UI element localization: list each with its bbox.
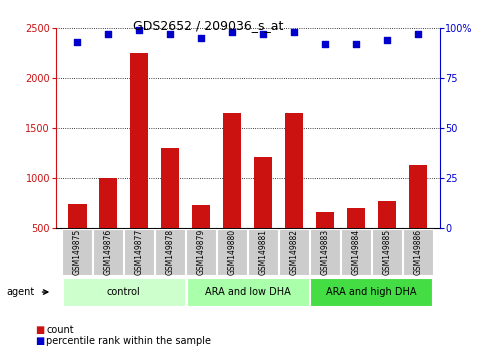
Text: percentile rank within the sample: percentile rank within the sample xyxy=(46,336,212,346)
FancyBboxPatch shape xyxy=(311,278,432,306)
Bar xyxy=(68,204,86,278)
Bar xyxy=(161,148,179,278)
Text: GSM149876: GSM149876 xyxy=(104,229,113,275)
Text: agent: agent xyxy=(7,287,35,297)
Text: GSM149878: GSM149878 xyxy=(166,229,175,275)
Bar xyxy=(284,113,303,278)
Point xyxy=(321,41,329,47)
Point xyxy=(228,29,236,35)
Text: control: control xyxy=(107,287,141,297)
Point xyxy=(383,38,391,43)
Text: GSM149875: GSM149875 xyxy=(73,229,82,275)
Point xyxy=(259,32,267,37)
Point xyxy=(352,41,360,47)
Point xyxy=(135,28,143,33)
FancyBboxPatch shape xyxy=(155,229,185,275)
Text: ■: ■ xyxy=(35,325,44,335)
Bar xyxy=(130,53,148,278)
FancyBboxPatch shape xyxy=(310,229,340,275)
FancyBboxPatch shape xyxy=(248,229,278,275)
FancyBboxPatch shape xyxy=(62,229,92,275)
Point xyxy=(290,29,298,35)
Text: GSM149886: GSM149886 xyxy=(413,229,422,275)
FancyBboxPatch shape xyxy=(93,229,123,275)
Text: GSM149877: GSM149877 xyxy=(135,229,143,275)
FancyBboxPatch shape xyxy=(186,278,309,306)
Text: GSM149882: GSM149882 xyxy=(289,229,298,275)
Bar xyxy=(409,165,427,278)
FancyBboxPatch shape xyxy=(403,229,433,275)
Text: ARA and high DHA: ARA and high DHA xyxy=(326,287,417,297)
Bar xyxy=(223,113,242,278)
Point xyxy=(197,35,205,41)
Bar xyxy=(192,205,211,278)
FancyBboxPatch shape xyxy=(63,278,185,306)
Text: GSM149880: GSM149880 xyxy=(227,229,237,275)
Text: count: count xyxy=(46,325,74,335)
Text: ARA and low DHA: ARA and low DHA xyxy=(205,287,290,297)
Point xyxy=(104,32,112,37)
Text: GSM149881: GSM149881 xyxy=(258,229,268,275)
Bar xyxy=(347,208,365,278)
Text: ■: ■ xyxy=(35,336,44,346)
Point xyxy=(414,32,422,37)
FancyBboxPatch shape xyxy=(186,229,216,275)
Point xyxy=(166,32,174,37)
Bar xyxy=(378,201,396,278)
Bar xyxy=(254,157,272,278)
FancyBboxPatch shape xyxy=(372,229,402,275)
FancyBboxPatch shape xyxy=(341,229,371,275)
Text: GSM149883: GSM149883 xyxy=(320,229,329,275)
Bar xyxy=(316,212,334,278)
Text: GSM149884: GSM149884 xyxy=(352,229,360,275)
Text: GDS2652 / 209036_s_at: GDS2652 / 209036_s_at xyxy=(132,19,283,33)
FancyBboxPatch shape xyxy=(279,229,309,275)
Text: GSM149879: GSM149879 xyxy=(197,229,206,275)
Point xyxy=(73,40,81,45)
FancyBboxPatch shape xyxy=(217,229,247,275)
FancyBboxPatch shape xyxy=(124,229,154,275)
Bar xyxy=(99,178,117,278)
Text: GSM149885: GSM149885 xyxy=(383,229,391,275)
